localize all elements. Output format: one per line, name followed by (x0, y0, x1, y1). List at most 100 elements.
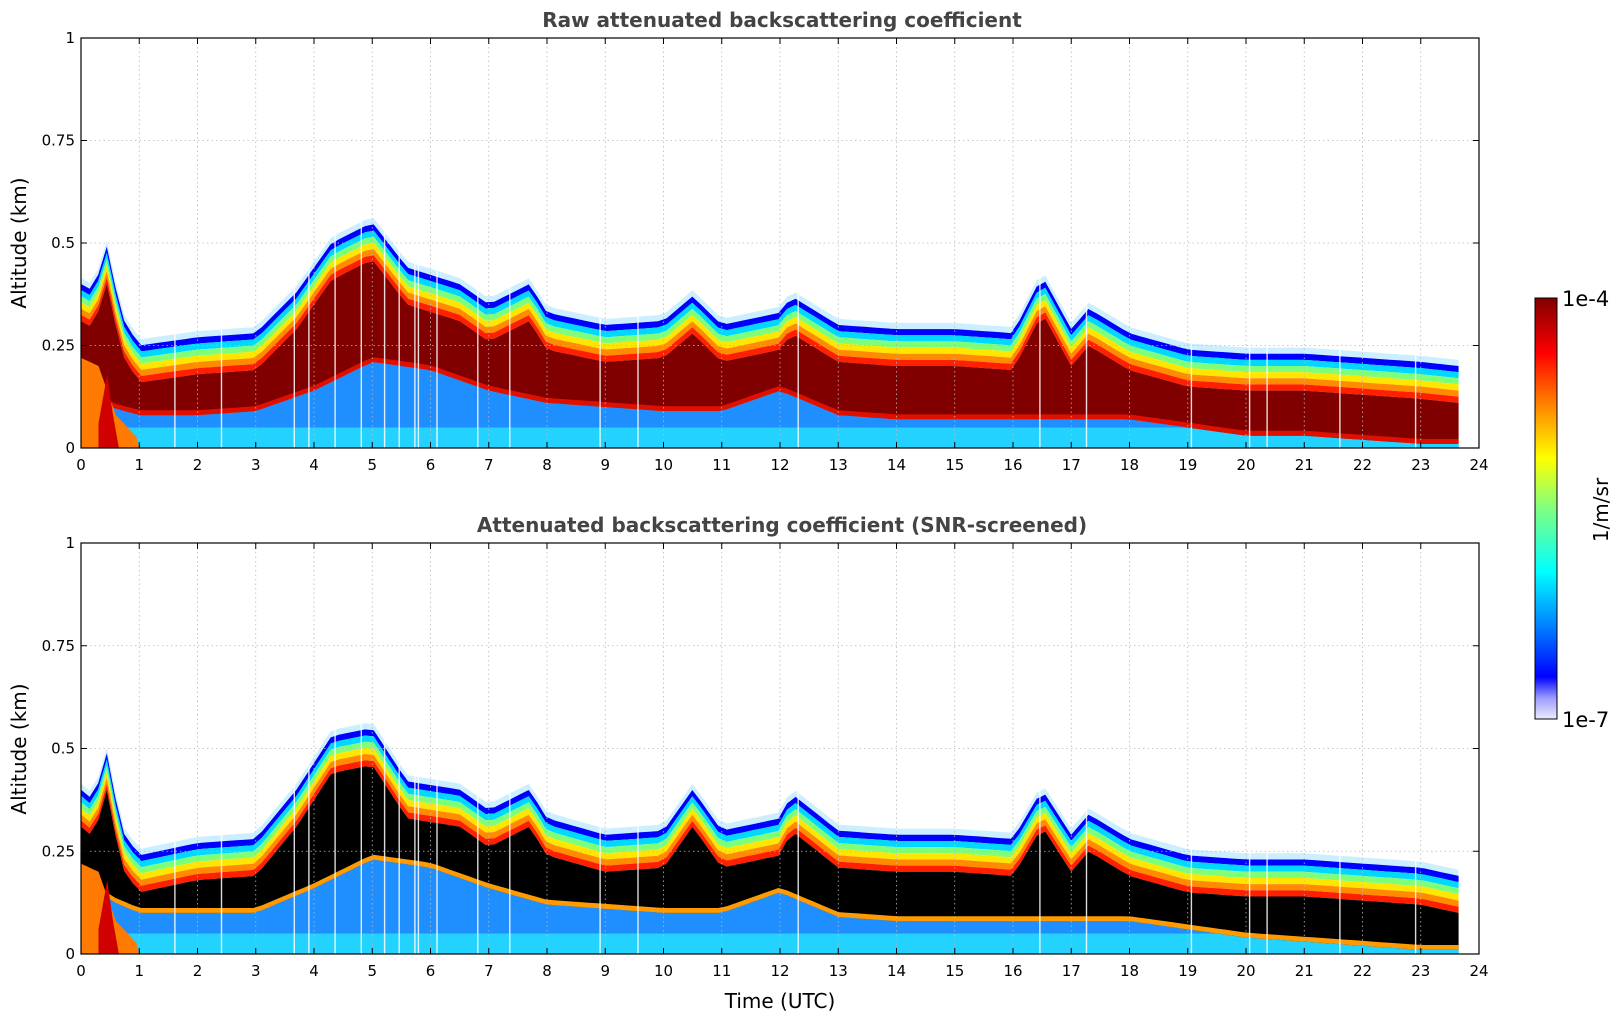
p1-x-tick-label: 12 (770, 456, 789, 474)
p2-data-gap (417, 543, 420, 954)
p1-data-gap (599, 38, 601, 448)
p2-band-core-edge (81, 854, 1459, 950)
p1-x-tick-label: 22 (1353, 456, 1372, 474)
p1-band-orange (81, 249, 1459, 397)
p2-band-orange (81, 754, 1459, 907)
p2-y-tick-label: 1 (65, 534, 75, 552)
p2-x-tick-label: 7 (484, 962, 494, 980)
panel1-title: Raw attenuated backscattering coefficien… (542, 8, 1022, 32)
p1-x-tick-label: 7 (484, 456, 494, 474)
p2-data-gap (398, 543, 400, 954)
p1-x-tick-label: 9 (600, 456, 610, 474)
p1-data-gap (417, 38, 420, 448)
p2-data-gap (293, 543, 295, 954)
p2-x-tick-label: 17 (1062, 962, 1081, 980)
p2-x-tick-label: 2 (193, 962, 203, 980)
panel1-y-label: Altitude (km) (7, 177, 31, 308)
p1-data-gap (1414, 38, 1417, 448)
panel1-x-ticks: 0 1 2 3 4 5 6 7 8 9 10 11 12 13 14 15 16 17 18 19 20 21 22 23 24 (76, 38, 1489, 474)
p2-data-gap (1085, 543, 1088, 954)
panel2-grid (81, 543, 1479, 954)
p2-y-tick-label: 0 (65, 945, 75, 963)
p2-data-gap (1190, 543, 1193, 954)
p2-data-gap (1248, 543, 1251, 954)
panel2-heatmap (81, 543, 1459, 954)
x-axis-label: Time (UTC) (724, 989, 836, 1013)
panel2-y-label: Altitude (km) (7, 683, 31, 814)
p2-x-tick-label: 18 (1120, 962, 1139, 980)
p1-y-tick-label: 0.25 (42, 337, 75, 355)
p2-x-tick-label: 5 (367, 962, 377, 980)
p1-band-lowlevel-cyan (81, 427, 1459, 448)
p1-x-tick-label: 20 (1236, 456, 1255, 474)
p2-data-gap (637, 543, 639, 954)
colorbar: 1e-4 1e-7 1/m/sr (1534, 287, 1613, 732)
p2-x-tick-label: 9 (600, 962, 610, 980)
p2-data-gap (308, 543, 310, 954)
p2-x-tick-label: 21 (1295, 962, 1314, 980)
p1-x-tick-label: 5 (367, 456, 377, 474)
p1-band-core-edge (81, 357, 1459, 444)
p1-x-tick-label: 10 (654, 456, 673, 474)
panel2-x-ticks: 0 1 2 3 4 5 6 7 8 9 10 11 12 13 14 15 16 17 18 19 20 21 22 23 24 (76, 543, 1489, 980)
p2-band-core (81, 766, 1459, 950)
p2-x-tick-label: 12 (770, 962, 789, 980)
p1-x-tick-label: 19 (1178, 456, 1197, 474)
p2-x-tick-label: 15 (945, 962, 964, 980)
p1-data-gap (174, 38, 176, 448)
panel1-grid (81, 38, 1479, 448)
panel2-title: Attenuated backscattering coefficient (S… (477, 513, 1087, 537)
colorbar-min-label: 1e-7 (1562, 708, 1609, 732)
p1-x-tick-label: 21 (1295, 456, 1314, 474)
p2-data-gap (1339, 543, 1341, 954)
p2-x-tick-label: 4 (309, 962, 319, 980)
p1-x-tick-label: 15 (945, 456, 964, 474)
p2-band-lowlevel-cyan (81, 933, 1459, 954)
p1-x-tick-label: 14 (887, 456, 906, 474)
p2-data-gap (599, 543, 601, 954)
p1-band-yellow (81, 242, 1459, 391)
p1-x-tick-label: 18 (1120, 456, 1139, 474)
p2-x-tick-label: 8 (542, 962, 552, 980)
p1-x-tick-label: 17 (1062, 456, 1081, 474)
p1-data-gap (383, 38, 386, 448)
p1-band-morning-plume-core (98, 374, 119, 448)
p1-x-tick-label: 24 (1469, 456, 1488, 474)
p2-x-tick-label: 11 (712, 962, 731, 980)
p1-data-gap (797, 38, 799, 448)
p1-band-red (81, 255, 1459, 403)
p1-data-gap (334, 38, 336, 448)
p2-band-lowlevel (81, 859, 1459, 954)
panel1-y-ticks: 0 0.25 0.5 0.75 1 (42, 29, 1479, 457)
p1-band-cyan (81, 230, 1459, 379)
p2-x-tick-label: 22 (1353, 962, 1372, 980)
p1-y-tick-label: 0.75 (42, 132, 75, 150)
p2-y-tick-label: 0.75 (42, 637, 75, 655)
p2-x-tick-label: 16 (1003, 962, 1022, 980)
p2-x-tick-label: 13 (829, 962, 848, 980)
p1-data-gap (293, 38, 295, 448)
raw-backscatter-panel: Raw attenuated backscattering coefficien… (7, 8, 1489, 474)
p2-x-tick-label: 24 (1469, 962, 1488, 980)
p2-x-tick-label: 20 (1236, 962, 1255, 980)
p1-x-tick-label: 11 (712, 456, 731, 474)
p1-data-gap (1266, 38, 1268, 448)
p1-data-gap (637, 38, 639, 448)
p1-band-green (81, 236, 1459, 385)
p2-x-tick-label: 0 (76, 962, 86, 980)
p2-y-tick-label: 0.5 (51, 740, 75, 758)
p1-x-tick-label: 6 (426, 456, 436, 474)
panel2-y-ticks: 0 0.25 0.5 0.75 1 (42, 534, 1479, 963)
p2-x-tick-label: 1 (134, 962, 144, 980)
p2-x-tick-label: 14 (887, 962, 906, 980)
p1-x-tick-label: 4 (309, 456, 319, 474)
p2-x-tick-label: 19 (1178, 962, 1197, 980)
p1-x-tick-label: 16 (1003, 456, 1022, 474)
p1-y-tick-label: 0 (65, 439, 75, 457)
screened-backscatter-panel: Attenuated backscattering coefficient (S… (7, 513, 1489, 1013)
p2-data-gap (174, 543, 176, 954)
p2-data-gap (1266, 543, 1268, 954)
p1-band-blue (81, 224, 1459, 373)
p1-data-gap (398, 38, 400, 448)
